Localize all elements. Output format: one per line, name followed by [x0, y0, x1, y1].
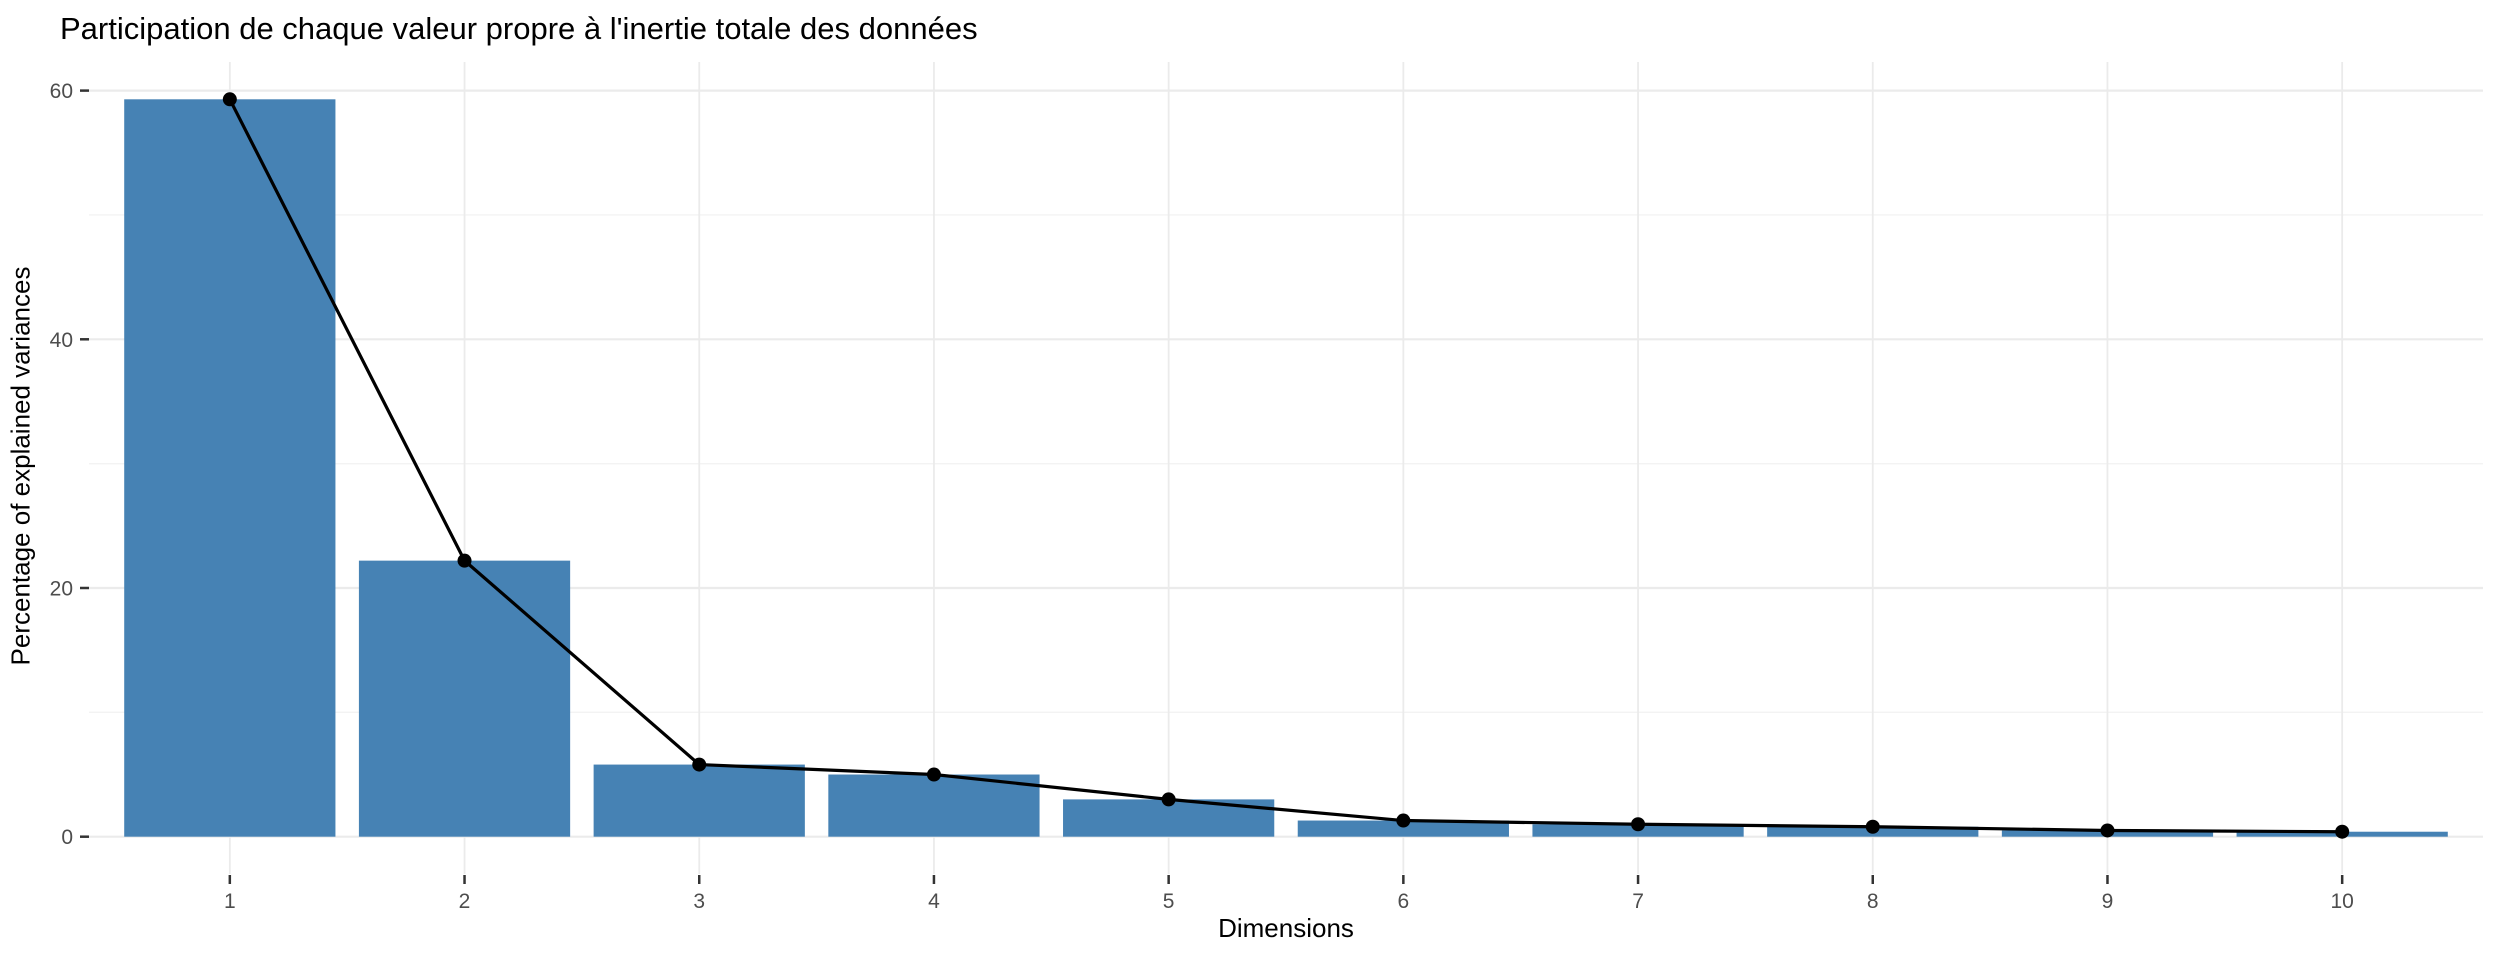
y-tick-label-0: 0 — [61, 826, 73, 849]
bar-dim-2 — [358, 560, 571, 837]
x-tick-label-6: 6 — [1398, 890, 1410, 913]
scree-point-dim-5 — [1161, 792, 1176, 807]
x-tick-label-10: 10 — [2330, 890, 2353, 913]
scree-point-dim-10 — [2335, 824, 2350, 839]
x-tick-label-8: 8 — [1867, 890, 1879, 913]
scree-point-dim-8 — [1865, 819, 1880, 834]
scree-point-dim-4 — [926, 767, 941, 782]
bar-dim-6 — [1297, 820, 1509, 837]
x-axis-title: Dimensions — [1218, 913, 1354, 943]
scree-point-dim-7 — [1631, 817, 1646, 832]
scree-point-dim-6 — [1396, 813, 1411, 828]
y-tick-label-40: 40 — [50, 329, 73, 352]
x-tick-label-1: 1 — [224, 890, 236, 913]
scree-point-dim-9 — [2100, 823, 2115, 838]
bar-dim-4 — [828, 774, 1040, 837]
y-tick-label-20: 20 — [50, 577, 73, 600]
x-tick-label-5: 5 — [1163, 890, 1175, 913]
bar-dim-3 — [593, 764, 805, 837]
x-tick-label-9: 9 — [2102, 890, 2114, 913]
scree-line — [228, 98, 2343, 834]
x-tick-label-7: 7 — [1632, 890, 1644, 913]
x-tick-label-2: 2 — [459, 890, 471, 913]
scree-point-dim-1 — [222, 92, 237, 107]
scree-point-dim-2 — [457, 553, 472, 568]
scree-point-dim-3 — [692, 757, 707, 772]
bar-dim-1 — [124, 99, 336, 837]
x-tick-label-4: 4 — [928, 890, 940, 913]
x-tick-label-3: 3 — [693, 890, 705, 913]
y-tick-label-60: 60 — [50, 80, 73, 103]
y-axis-title: Percentage of explained variances — [5, 266, 36, 666]
chart-title: Participation de chaque valeur propre à … — [60, 11, 978, 46]
